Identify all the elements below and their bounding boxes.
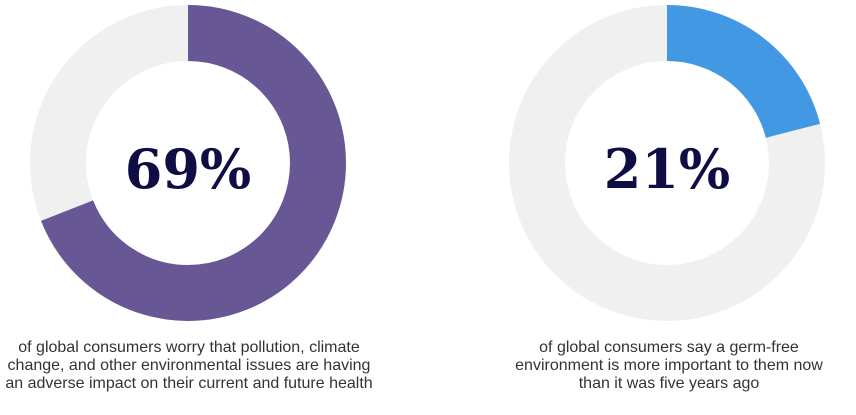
donut-left: 69% <box>30 5 346 321</box>
donut-right-caption: of global consumers say a germ-free envi… <box>474 339 856 393</box>
donut-left-value-arc <box>30 5 346 321</box>
caption-line: than it was five years ago <box>578 375 760 392</box>
caption-line: of global consumers say a germ-free <box>539 339 799 356</box>
donut-left-caption: of global consumers worry that pollution… <box>0 339 384 393</box>
donut-right-value-arc <box>509 5 825 321</box>
caption-line: an adverse impact on their current and f… <box>5 375 373 392</box>
donut-right-percent: 21% <box>604 137 730 201</box>
caption-line: environment is more important to them no… <box>515 357 823 374</box>
caption-line: of global consumers worry that pollution… <box>18 339 360 356</box>
caption-line: change, and other environmental issues a… <box>7 357 371 374</box>
donut-left-percent: 69% <box>125 137 251 201</box>
donut-right: 21% <box>509 5 825 321</box>
